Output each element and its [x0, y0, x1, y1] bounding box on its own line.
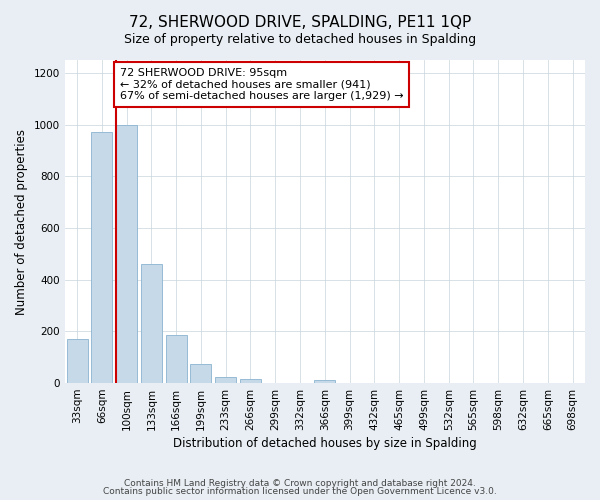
Bar	[166, 336, 187, 383]
Bar	[91, 132, 112, 383]
Bar	[215, 376, 236, 383]
Text: Contains public sector information licensed under the Open Government Licence v3: Contains public sector information licen…	[103, 487, 497, 496]
Text: Contains HM Land Registry data © Crown copyright and database right 2024.: Contains HM Land Registry data © Crown c…	[124, 478, 476, 488]
Bar	[314, 380, 335, 383]
Bar	[67, 339, 88, 383]
Text: Size of property relative to detached houses in Spalding: Size of property relative to detached ho…	[124, 32, 476, 46]
Bar	[116, 124, 137, 383]
Y-axis label: Number of detached properties: Number of detached properties	[15, 128, 28, 314]
Bar	[141, 264, 162, 383]
Text: 72, SHERWOOD DRIVE, SPALDING, PE11 1QP: 72, SHERWOOD DRIVE, SPALDING, PE11 1QP	[129, 15, 471, 30]
Bar	[190, 364, 211, 383]
Bar	[240, 379, 261, 383]
Text: 72 SHERWOOD DRIVE: 95sqm
← 32% of detached houses are smaller (941)
67% of semi-: 72 SHERWOOD DRIVE: 95sqm ← 32% of detach…	[120, 68, 403, 101]
X-axis label: Distribution of detached houses by size in Spalding: Distribution of detached houses by size …	[173, 437, 477, 450]
